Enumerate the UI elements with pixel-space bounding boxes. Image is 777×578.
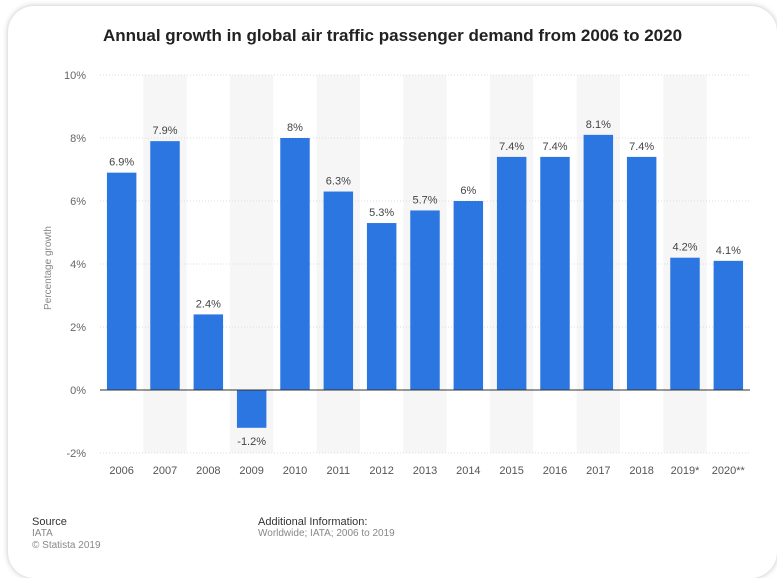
chart-title: Annual growth in global air traffic pass… bbox=[102, 26, 683, 45]
y-tick-label: 10% bbox=[64, 70, 86, 82]
y-tick-label: -2% bbox=[66, 448, 86, 460]
bar bbox=[540, 156, 570, 390]
bar bbox=[410, 210, 440, 390]
y-tick-label: 2% bbox=[70, 322, 86, 334]
x-tick-label: 2013 bbox=[413, 465, 437, 477]
x-tick-label: 2019* bbox=[671, 465, 700, 477]
x-tick-label: 2020** bbox=[712, 465, 746, 477]
info-text: Worldwide; IATA; 2006 to 2019 bbox=[258, 528, 395, 539]
copyright-text: © Statista 2019 bbox=[32, 540, 101, 551]
bar bbox=[713, 260, 744, 390]
data-label: 7.4% bbox=[542, 141, 567, 153]
data-label: 5.7% bbox=[412, 194, 437, 206]
info-heading: Additional Information: bbox=[258, 516, 368, 528]
data-label: 6.3% bbox=[326, 176, 351, 188]
source-block: Source IATA © Statista 2019 bbox=[32, 516, 101, 552]
bar bbox=[106, 172, 137, 390]
y-axis-label: Percentage growth bbox=[43, 226, 54, 310]
data-label: 5.3% bbox=[369, 207, 394, 219]
x-tick-label: 2010 bbox=[283, 465, 307, 477]
bar bbox=[150, 141, 180, 390]
bar bbox=[626, 156, 657, 390]
data-label: 8% bbox=[287, 122, 303, 134]
x-tick-label: 2017 bbox=[586, 465, 610, 477]
x-tick-label: 2009 bbox=[239, 465, 263, 477]
data-label: 6.9% bbox=[109, 157, 134, 169]
bar-chart: 10% 8% 6% 4% 2% 0% -2% 6.9% 2006 7.9% 2007 2.4% 2008… bbox=[43, 70, 750, 477]
data-label: 2.4% bbox=[196, 298, 221, 310]
x-tick-label: 2016 bbox=[543, 465, 567, 477]
data-label: 8.1% bbox=[586, 119, 611, 131]
data-label: 6% bbox=[460, 185, 476, 197]
bar bbox=[670, 257, 700, 390]
y-tick-label: 6% bbox=[70, 196, 86, 208]
additional-info-block: Additional Information: Worldwide; IATA;… bbox=[258, 516, 395, 540]
y-tick-label: 0% bbox=[70, 385, 86, 397]
x-tick-label: 2007 bbox=[153, 465, 177, 477]
bar bbox=[583, 134, 614, 390]
x-tick-label: 2011 bbox=[327, 465, 351, 477]
bar bbox=[323, 191, 354, 390]
bar bbox=[366, 223, 397, 390]
bar bbox=[496, 156, 527, 390]
x-tick-label: 2008 bbox=[196, 465, 220, 477]
y-tick-label: 8% bbox=[70, 133, 86, 145]
bar bbox=[280, 138, 310, 390]
data-label: 7.4% bbox=[499, 141, 524, 153]
data-label: 4.2% bbox=[672, 242, 697, 254]
data-label: 7.9% bbox=[152, 125, 177, 137]
data-label: 7.4% bbox=[629, 141, 654, 153]
bar bbox=[193, 314, 224, 390]
bar bbox=[236, 390, 267, 428]
x-tick-label: 2014 bbox=[456, 465, 480, 477]
source-heading: Source bbox=[32, 516, 67, 528]
data-label: 4.1% bbox=[716, 245, 741, 257]
x-tick-label: 2012 bbox=[369, 465, 393, 477]
bar bbox=[453, 201, 484, 390]
x-tick-label: 2015 bbox=[499, 465, 523, 477]
data-label: -1.2% bbox=[237, 436, 266, 448]
x-tick-label: 2006 bbox=[109, 465, 133, 477]
x-tick-label: 2018 bbox=[629, 465, 653, 477]
chart-card: Annual growth in global air traffic pass… bbox=[8, 6, 777, 578]
y-tick-label: 4% bbox=[70, 259, 86, 271]
source-name: IATA bbox=[32, 528, 53, 539]
